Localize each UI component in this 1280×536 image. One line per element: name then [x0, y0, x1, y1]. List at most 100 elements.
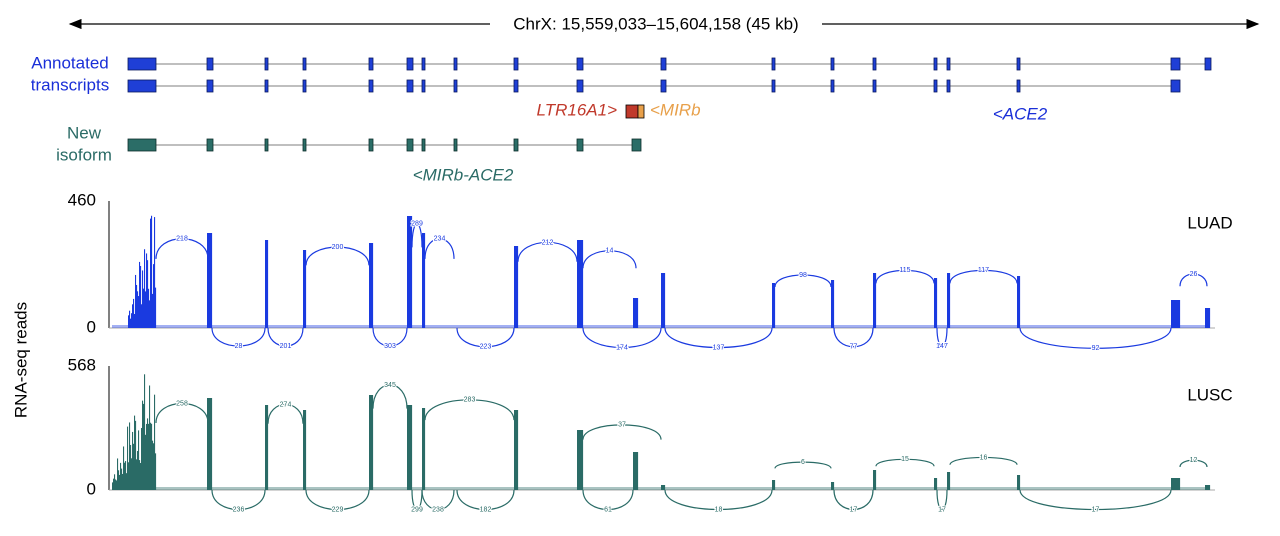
junction-arc	[155, 403, 209, 424]
coverage	[662, 485, 664, 490]
coverage	[577, 240, 579, 328]
coverage	[145, 434, 147, 490]
coverage	[153, 443, 155, 490]
coverage	[407, 216, 409, 328]
coverage	[128, 462, 130, 490]
coverage	[948, 472, 950, 490]
coverage	[936, 278, 938, 328]
junction-arc	[833, 327, 874, 348]
coverage	[833, 280, 835, 328]
coverage	[410, 216, 412, 328]
coverage	[130, 445, 132, 490]
feature-label: <ACE2	[993, 104, 1048, 123]
coverage	[949, 472, 951, 490]
junction-count: 37	[618, 422, 626, 429]
coverage	[873, 470, 875, 490]
coverage	[1208, 485, 1210, 490]
coverage	[1176, 478, 1178, 490]
junction-arc	[411, 223, 423, 248]
coverage	[1176, 300, 1178, 328]
coverage	[148, 288, 150, 328]
coverage	[1209, 485, 1211, 490]
junction-count: 12	[1190, 457, 1198, 464]
junction-arc	[949, 269, 1018, 284]
junction-arc	[875, 458, 935, 467]
coverage	[152, 440, 154, 490]
exon	[660, 79, 667, 93]
coverage	[637, 452, 639, 490]
coverage	[634, 298, 636, 328]
y-tick-label: 568	[68, 355, 96, 374]
coverage	[1206, 485, 1208, 490]
coverage	[139, 460, 141, 490]
coverage	[832, 280, 834, 328]
coverage	[112, 482, 114, 490]
junction-count: 137	[713, 344, 725, 351]
coverage	[874, 273, 876, 328]
junction-count: 236	[233, 506, 245, 513]
coverage	[1177, 478, 1179, 490]
coverage	[140, 462, 142, 490]
coverage	[581, 240, 583, 328]
junction-arc	[211, 489, 266, 510]
coverage	[155, 287, 157, 328]
junction-count: 289	[411, 221, 423, 228]
coverage	[831, 280, 833, 328]
exon	[513, 79, 519, 93]
junction-arc	[582, 424, 662, 440]
junction-count: 26	[1190, 271, 1198, 278]
exon	[406, 138, 414, 152]
junction-arc	[456, 489, 515, 510]
coverage	[370, 243, 372, 328]
junction-arc	[1179, 459, 1208, 468]
junction-count: 16	[980, 454, 988, 461]
coverage	[663, 485, 665, 490]
exon	[830, 57, 835, 71]
junction-arc	[582, 250, 637, 269]
coverage	[772, 480, 774, 490]
coverage	[1179, 300, 1181, 328]
junction-count: 201	[280, 343, 292, 350]
panel-label: LUSC	[1187, 385, 1232, 404]
junction-count: 238	[432, 506, 444, 513]
coverage	[663, 273, 665, 328]
coverage	[408, 405, 410, 490]
region-label: ChrX: 15,559,033–15,604,158 (45 kb)	[513, 14, 798, 33]
coverage	[947, 273, 949, 328]
junction-arc	[411, 489, 423, 511]
exon	[771, 79, 776, 93]
coverage	[119, 474, 121, 490]
coverage	[211, 398, 213, 490]
exon	[1016, 57, 1021, 71]
exon	[1204, 57, 1212, 71]
coverage	[514, 246, 516, 328]
coverage	[422, 408, 424, 490]
coverage	[515, 246, 517, 328]
track-label: isoform	[56, 145, 112, 164]
junction-count: 212	[542, 239, 554, 246]
coverage	[516, 410, 518, 490]
coverage	[410, 405, 412, 490]
coverage	[1174, 300, 1176, 328]
coverage	[126, 473, 128, 490]
coverage	[266, 405, 268, 490]
panel-label: LUAD	[1187, 213, 1232, 232]
coverage	[1017, 475, 1019, 490]
coverage	[1179, 478, 1181, 490]
coverage	[1205, 308, 1207, 328]
coverage	[138, 430, 140, 490]
junction-arc	[582, 489, 634, 510]
coverage	[422, 233, 424, 328]
coverage	[516, 246, 518, 328]
junction-count: 223	[480, 344, 492, 351]
coverage	[634, 452, 636, 490]
junction-count: 98	[799, 272, 807, 279]
coverage	[1019, 475, 1021, 490]
ltr-box	[625, 104, 639, 119]
coverage	[635, 452, 637, 490]
coverage	[578, 240, 580, 328]
coverage	[129, 310, 131, 328]
coverage	[579, 430, 581, 490]
junction-arc	[949, 456, 1018, 466]
